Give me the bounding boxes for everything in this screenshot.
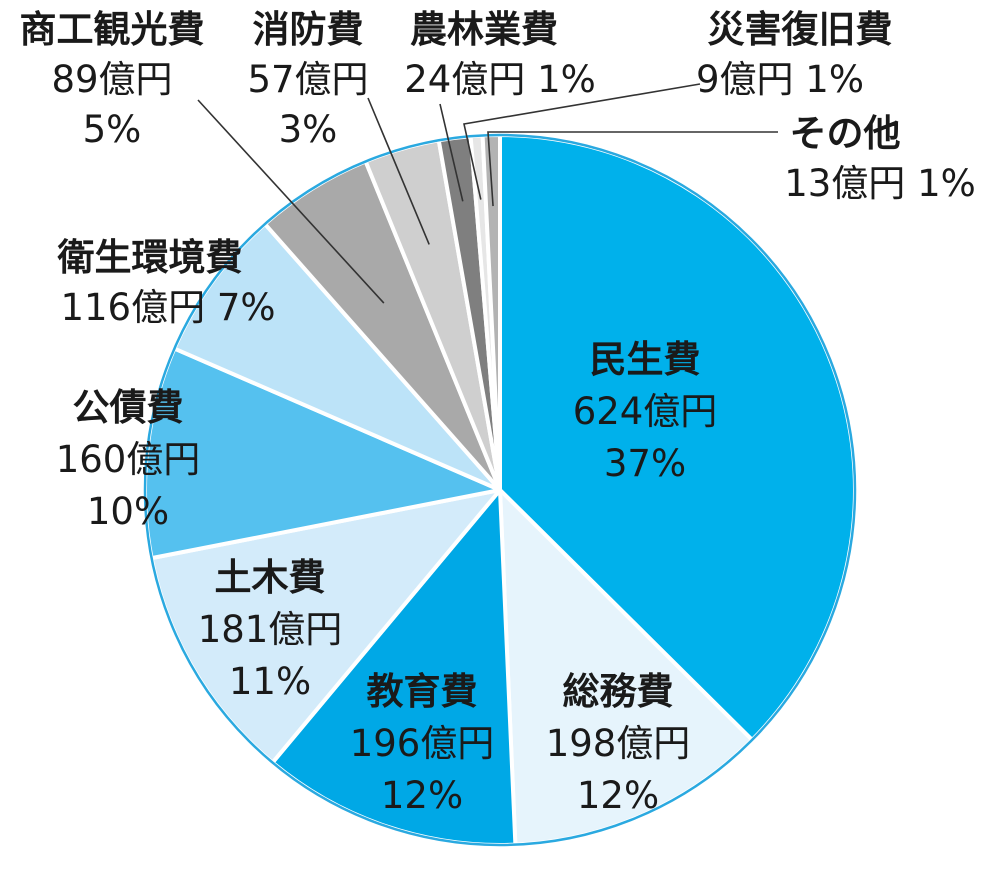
slice-label-kousai-percent: 10%	[87, 490, 169, 533]
slice-label-eisei-name: 衛生環境費	[57, 236, 243, 279]
slice-label-kyouiku-percent: 12%	[381, 774, 463, 817]
slice-label-minsei-value: 624億円	[573, 390, 718, 433]
slice-label-nourin-valpct: 24億円 1%	[404, 58, 596, 101]
slice-label-sonota-valpct: 13億円 1%	[784, 162, 976, 205]
slice-label-shoubou-percent: 3%	[279, 108, 338, 151]
slice-label-kyouiku-value: 196億円	[350, 722, 495, 765]
slice-label-shoubou-value: 57億円	[247, 58, 368, 101]
leader-lines-layer	[197, 83, 778, 304]
slice-label-shoubou-name: 消防費	[253, 8, 364, 51]
slice-label-sonota-value: 13億円	[784, 162, 905, 205]
slice-label-minsei-percent: 37%	[604, 442, 686, 485]
slice-label-nourin-percent: 1%	[537, 58, 596, 101]
slice-label-eisei-value: 116億円	[60, 286, 205, 329]
slice-label-kousai-value: 160億円	[56, 438, 201, 481]
leader-line-saigai	[463, 83, 701, 200]
slice-label-soumu-percent: 12%	[577, 774, 659, 817]
slice-label-sonota-name: その他	[790, 112, 901, 155]
leader-line-shoubou	[367, 97, 430, 245]
slice-label-saigai-valpct: 9億円 1%	[696, 58, 864, 101]
slice-label-nourin-value: 24億円	[404, 58, 525, 101]
leader-line-sonota	[487, 131, 778, 207]
leader-line-nourin	[439, 103, 464, 202]
slice-label-nourin-name: 農林業費	[410, 8, 558, 51]
slice-label-doboku-value: 181億円	[198, 608, 343, 651]
slice-label-soumu-value: 198億円	[546, 722, 691, 765]
pie-outline	[143, 133, 857, 847]
slice-label-eisei-valpct: 116億円 7%	[60, 286, 275, 329]
slice-label-shoukou-value: 89億円	[51, 58, 172, 101]
slice-label-shoukou-percent: 5%	[83, 108, 142, 151]
slice-label-saigai-value: 9億円	[696, 58, 794, 101]
slice-label-eisei-percent: 7%	[217, 286, 276, 329]
slices-layer	[143, 133, 857, 847]
slice-label-kousai-name: 公債費	[73, 386, 184, 429]
slice-label-doboku-percent: 11%	[229, 660, 311, 703]
slice-label-doboku-name: 土木費	[215, 556, 326, 599]
slice-label-saigai-percent: 1%	[805, 58, 864, 101]
slice-label-soumu-name: 総務費	[563, 670, 674, 713]
slice-label-minsei-name: 民生費	[590, 338, 701, 381]
slice-label-saigai-name: 災害復旧費	[708, 8, 893, 51]
slice-label-shoukou-name: 商工観光費	[20, 8, 205, 51]
slice-label-kyouiku-name: 教育費	[367, 670, 478, 713]
slice-label-sonota-percent: 1%	[917, 162, 976, 205]
leader-line-shoukou	[197, 99, 385, 304]
